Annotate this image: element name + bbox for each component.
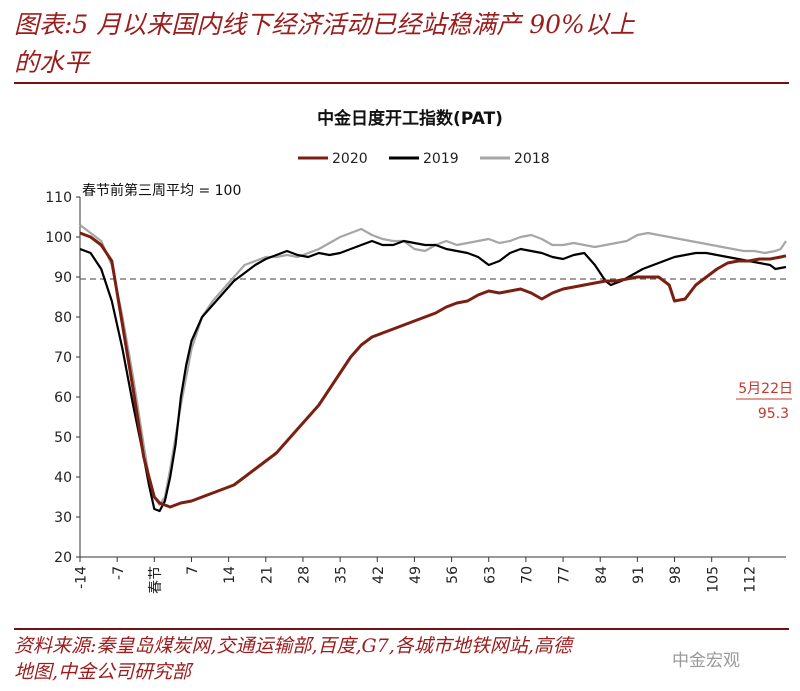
x-tick-label: 91 (631, 566, 647, 584)
x-tick-label: 56 (445, 566, 461, 584)
annotation-date: 5月22日 (738, 381, 793, 397)
x-tick-label: 63 (482, 566, 498, 584)
figure-title-line1: 图表:5 月以来国内线下经济活动已经站稳满产 90%以上 (14, 10, 635, 39)
source-line2: 地图,中金公司研究部 (14, 661, 192, 683)
y-tick-label: 60 (54, 390, 72, 406)
figure-title-line2: 的水平 (14, 48, 90, 77)
chart-legend: 2020 2019 2018 (298, 151, 550, 167)
x-tick-label: 98 (668, 566, 684, 584)
x-tick-label: 84 (594, 566, 610, 584)
y-tick-label: 90 (54, 270, 72, 286)
x-tick-label: 77 (557, 566, 573, 584)
y-tick-label: 70 (54, 350, 72, 366)
series-line-2019 (79, 239, 787, 513)
baseline-note: 春节前第三周平均 = 100 (82, 182, 241, 199)
series-line-2020 (79, 231, 787, 509)
x-tick-label: 105 (705, 566, 721, 593)
y-tick-label: 50 (54, 430, 72, 446)
y-axis: 20 30 40 50 60 70 80 90 100 110 (45, 190, 81, 566)
annotation-value: 95.3 (758, 406, 789, 422)
x-tick-label: 42 (371, 566, 387, 584)
x-tick-label: 28 (297, 566, 313, 584)
top-divider (14, 82, 789, 84)
legend-label-2020: 2020 (332, 151, 368, 167)
y-tick-label: 20 (54, 550, 72, 566)
y-tick-label: 40 (54, 470, 72, 486)
x-tick-label: 14 (222, 566, 238, 584)
x-tick-label: 21 (259, 566, 275, 584)
x-tick-label: -7 (111, 566, 127, 580)
x-tick-label: 112 (742, 566, 758, 593)
x-axis: -14 -7 春节 7 14 21 28 35 42 49 56 63 70 77 84 91 98 105 112 (74, 556, 786, 594)
series-layer (79, 224, 787, 513)
y-tick-label: 110 (45, 190, 72, 206)
legend-label-2019: 2019 (423, 151, 459, 167)
x-tick-label: 春节 (148, 566, 164, 594)
legend-label-2018: 2018 (514, 151, 550, 167)
x-tick-label: 35 (334, 566, 350, 584)
x-tick-label: 70 (519, 566, 535, 584)
y-tick-label: 30 (54, 510, 72, 526)
source-note: 资料来源:秦皇岛煤炭网,交通运输部,百度,G7,各城市地铁网站,高德 地图,中金… (14, 633, 789, 685)
y-tick-label: 100 (45, 230, 72, 246)
y-tick-label: 80 (54, 310, 72, 326)
bottom-divider (14, 628, 789, 630)
x-tick-label: 7 (185, 566, 201, 575)
watermark-text: 中金宏观 (672, 651, 740, 671)
x-tick-label: -14 (74, 566, 90, 589)
x-tick-label: 49 (408, 566, 424, 584)
source-line1: 资料来源:秦皇岛煤炭网,交通运输部,百度,G7,各城市地铁网站,高德 (14, 635, 572, 657)
chart-title: 中金日度开工指数(PAT) (317, 108, 503, 129)
figure-title: 图表:5 月以来国内线下经济活动已经站稳满产 90%以上 的水平 (14, 6, 789, 82)
